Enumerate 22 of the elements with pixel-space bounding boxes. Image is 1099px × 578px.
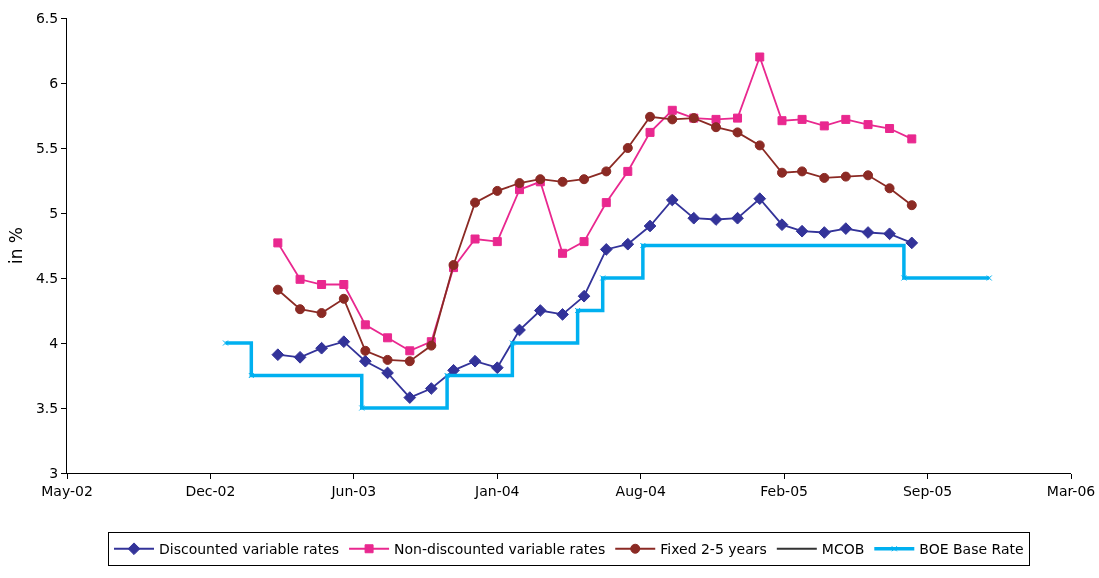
legend-label: Non-discounted variable rates	[394, 541, 606, 558]
y-tick-label: 6	[49, 74, 59, 91]
y-tick-label: 5	[49, 204, 59, 221]
legend-label: MCOB	[821, 541, 865, 558]
x-tick-label: Aug-04	[615, 482, 666, 499]
y-tick-label: 3.5	[35, 399, 59, 416]
x-tick-label: Mar-06	[1046, 482, 1096, 499]
legend-label: Discounted variable rates	[159, 541, 340, 558]
y-tick-label: 5.5	[35, 139, 59, 156]
x-tick-label: Dec-02	[185, 482, 236, 499]
x-tick-label: Jan-04	[474, 482, 520, 499]
y-axis-title: in %	[6, 226, 27, 265]
x-tick-label: Jun-03	[330, 482, 377, 499]
x-tick-label: Feb-05	[760, 482, 808, 499]
legend-label: BOE Base Rate	[919, 541, 1024, 558]
y-tick-label: 3	[49, 464, 59, 481]
legend-label: Fixed 2-5 years	[660, 541, 767, 558]
y-tick-label: 6.5	[35, 9, 59, 26]
x-tick-label: May-02	[41, 482, 93, 499]
x-tick-label: Sep-05	[902, 482, 953, 499]
y-tick-label: 4	[49, 334, 59, 351]
y-tick-label: 4.5	[35, 269, 59, 286]
